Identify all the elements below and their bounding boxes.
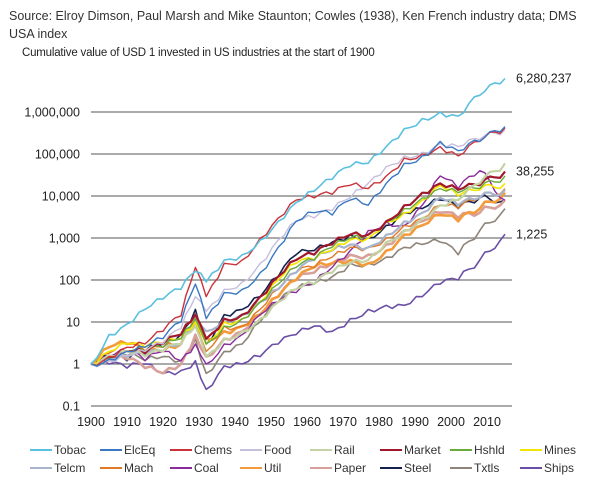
legend-item-paper: Paper [310,461,380,475]
x-tick-label: 1970 [329,415,357,429]
legend-label: Paper [334,461,367,475]
legend-label: Util [264,461,282,475]
legend-label: Mach [124,461,154,475]
legend-label: Ships [544,461,575,475]
legend-swatch [380,467,402,469]
legend-swatch [100,467,122,469]
legend-item-rail: Rail [310,443,380,457]
series-line-tobac [90,77,506,365]
legend-label: Mines [544,443,577,457]
legend-label: Hshld [474,443,505,457]
line-chart: 0.1 1 10 100 1,000 10,000 100,000 1,000,000 190… [24,71,572,429]
x-tick-label: 1920 [149,415,177,429]
legend-item-mach: Mach [100,461,170,475]
legend-label: ElcEq [124,443,156,457]
legend-row: Tobac ElcEq Chems Food Rail Market Hshld Mines [30,441,590,459]
legend-label: Market [404,443,441,457]
legend-label: Steel [404,461,432,475]
x-tick-label: 1930 [185,415,213,429]
legend-label: Chems [194,443,233,457]
legend-item-food: Food [240,443,310,457]
legend-item-chems: Chems [170,443,240,457]
source-note: Source: Elroy Dimson, Paul Marsh and Mik… [9,9,577,41]
series-line-util [90,191,507,366]
legend-swatch [170,467,192,469]
legend-swatch [240,449,262,451]
legend-item-coal: Coal [170,461,240,475]
legend-swatch [310,448,332,452]
legend-item-ships: Ships [520,461,590,475]
end-value-label: 6,280,237 [516,71,572,85]
legend-item-telcm: Telcm [30,461,100,475]
legend-swatch [310,466,332,470]
x-tick-label: 2000 [437,415,465,429]
y-tick-label: 100,000 [35,148,80,162]
legend-item-util: Util [240,461,310,475]
y-tick-label: 10,000 [42,190,80,204]
legend-row: Telcm Mach Coal Util Paper Steel Txtls Ships [30,459,590,477]
legend-item-elceq: ElcEq [100,443,170,457]
legend-swatch [520,449,542,451]
legend-swatch [520,467,542,469]
legend-swatch [100,449,122,451]
series-line-ships [90,233,506,391]
y-axis-ticks: 0.1 1 10 100 1,000 10,000 100,000 1,000,000 [24,106,80,414]
end-value-label: 1,225 [516,227,547,241]
legend-label: Coal [194,461,219,475]
y-tick-label: 1 [73,358,80,372]
legend-label: Tobac [54,443,87,457]
legend-label: Telcm [54,461,86,475]
legend-swatch [380,448,402,452]
legend-swatch [30,449,52,451]
legend: Tobac ElcEq Chems Food Rail Market Hshld Mines T… [30,441,590,477]
legend-item-tobac: Tobac [30,443,100,457]
chart-title: Cumulative value of USD 1 invested in US… [22,47,375,59]
y-tick-label: 1,000,000 [24,106,80,120]
x-tick-label: 2010 [473,415,501,429]
x-tick-label: 1900 [77,415,105,429]
legend-label: Rail [334,443,355,457]
series-line-chems [90,127,506,366]
x-axis-ticks: 1900 1910 1920 1930 1940 1950 1960 1970 1980 1990… [77,415,501,429]
series-line-hshld [90,175,506,366]
x-tick-label: 1940 [221,415,249,429]
series-line-food [90,129,506,368]
legend-swatch [170,449,192,451]
legend-swatch [450,467,472,469]
legend-swatch [450,449,472,451]
gridlines [91,111,512,407]
series-line-rail [90,162,506,366]
legend-swatch [30,466,52,470]
legend-label: Txtls [474,461,500,475]
legend-item-steel: Steel [380,461,450,475]
y-tick-label: 100 [59,274,80,288]
legend-item-hshld: Hshld [450,443,520,457]
legend-item-market: Market [380,443,450,457]
x-tick-label: 1990 [401,415,429,429]
legend-item-txtls: Txtls [450,461,520,475]
end-annotations: 6,280,237 38,255 1,225 [516,71,572,241]
end-value-label: 38,255 [516,165,554,179]
y-tick-label: 0.1 [63,400,80,414]
y-tick-label: 1,000 [49,232,80,246]
series-lines [90,77,507,391]
series-line-elceq [90,126,506,367]
x-tick-label: 1910 [113,415,141,429]
x-tick-label: 1960 [293,415,321,429]
legend-label: Food [264,443,292,457]
legend-item-mines: Mines [520,443,590,457]
y-tick-label: 10 [66,316,80,330]
legend-swatch [240,466,262,470]
x-tick-label: 1950 [257,415,285,429]
x-tick-label: 1980 [365,415,393,429]
